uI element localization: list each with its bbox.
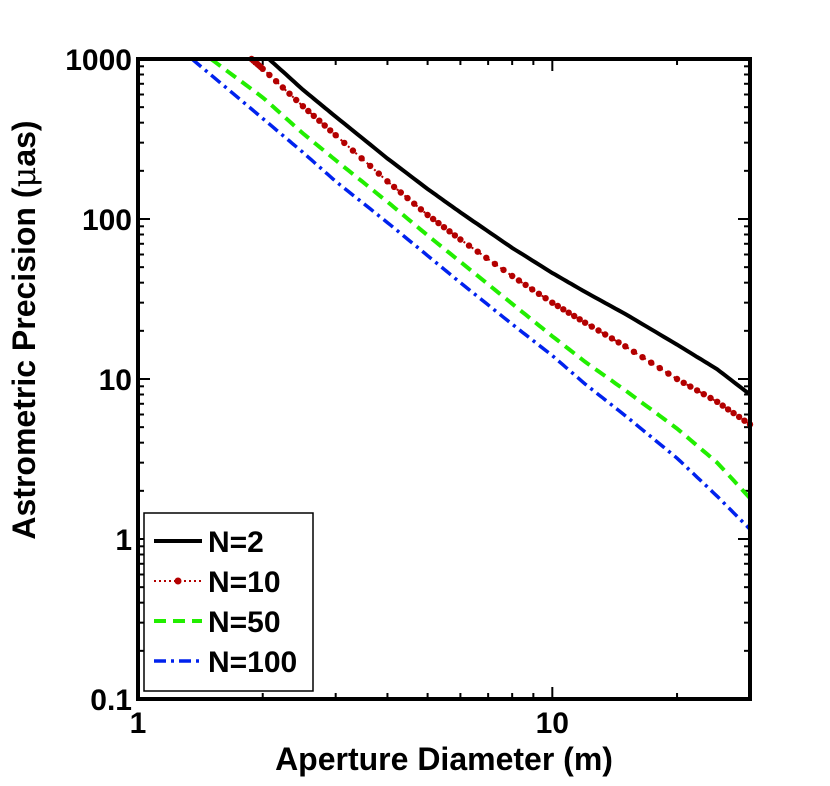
series-line-n-50 xyxy=(209,57,752,500)
data-point xyxy=(465,242,473,249)
y-axis-title: Astrometric Precision (μas) xyxy=(5,120,43,539)
data-point xyxy=(332,132,339,139)
data-point xyxy=(542,295,549,302)
data-point xyxy=(608,335,616,342)
data-point xyxy=(272,78,280,85)
y-tick-label: 0.1 xyxy=(90,684,132,717)
legend: N=2 N=10 N=50 N=100 xyxy=(143,512,314,692)
data-point xyxy=(509,272,516,280)
data-point xyxy=(565,309,572,316)
data-point xyxy=(327,127,334,134)
y-tick-label: 100 xyxy=(82,204,132,237)
data-point xyxy=(693,387,701,394)
data-point xyxy=(554,302,561,310)
data-point xyxy=(581,319,589,326)
data-point xyxy=(735,413,743,421)
data-point xyxy=(417,206,425,213)
data-point xyxy=(719,402,726,409)
legend-label: N=100 xyxy=(208,646,297,679)
series-line-n-2 xyxy=(267,57,752,397)
legend-label: N=10 xyxy=(208,566,281,599)
data-point xyxy=(390,183,398,191)
data-point xyxy=(259,65,266,73)
data-point xyxy=(687,383,694,390)
data-point xyxy=(615,339,622,346)
data-point xyxy=(648,359,655,366)
data-point xyxy=(500,266,507,274)
data-point xyxy=(515,277,523,284)
y-axis-title-mu: μ xyxy=(5,167,43,188)
data-point xyxy=(429,215,437,223)
data-point xyxy=(457,236,464,243)
data-point xyxy=(602,331,609,338)
data-point xyxy=(286,90,293,97)
data-point xyxy=(707,394,714,402)
data-point xyxy=(397,189,404,196)
data-point xyxy=(535,290,543,297)
data-point xyxy=(588,323,595,330)
y-tick-label: 1000 xyxy=(65,44,132,77)
data-point xyxy=(358,155,365,162)
data-point xyxy=(440,224,448,231)
data-point xyxy=(451,232,459,239)
data-point xyxy=(321,122,328,129)
data-point xyxy=(700,391,707,398)
y-axis-title-prefix: Astrometric Precision ( xyxy=(6,187,42,539)
data-point xyxy=(622,343,629,350)
data-point xyxy=(266,71,273,79)
data-point xyxy=(305,107,312,115)
legend-label: N=50 xyxy=(208,606,281,639)
data-point xyxy=(741,417,748,424)
data-point xyxy=(424,211,431,219)
data-point xyxy=(571,312,578,320)
data-point xyxy=(279,84,286,91)
data-point xyxy=(367,162,374,170)
data-point xyxy=(310,112,317,120)
y-tick-label: 1 xyxy=(115,524,132,557)
data-point xyxy=(483,254,490,261)
data-point xyxy=(411,200,418,207)
data-point xyxy=(714,398,721,405)
data-point xyxy=(299,103,307,110)
data-point xyxy=(639,354,646,361)
data-point xyxy=(522,281,529,289)
data-point xyxy=(595,327,602,334)
data-point xyxy=(474,248,481,255)
x-tick-label: 10 xyxy=(536,707,569,740)
series-layer xyxy=(190,55,754,531)
data-point xyxy=(404,194,411,202)
y-tick-label: 10 xyxy=(99,364,132,397)
data-point xyxy=(680,379,687,386)
data-point xyxy=(730,409,737,417)
legend-marker xyxy=(174,577,182,585)
series-line-n-100 xyxy=(190,57,752,531)
data-point xyxy=(665,370,672,377)
series-markers-n-10 xyxy=(248,55,754,428)
data-point xyxy=(549,299,556,306)
data-point xyxy=(341,139,348,147)
data-point xyxy=(491,260,499,268)
y-axis-title-suffix: as) xyxy=(6,120,42,166)
data-point xyxy=(349,147,357,154)
data-point xyxy=(576,316,583,323)
data-point xyxy=(673,375,681,383)
data-point xyxy=(724,406,732,413)
data-point xyxy=(435,219,442,227)
data-point xyxy=(446,228,453,235)
data-point xyxy=(384,178,391,185)
data-point xyxy=(316,117,323,124)
legend-label: N=2 xyxy=(208,526,264,559)
data-point xyxy=(293,96,300,104)
data-point xyxy=(656,364,663,372)
data-point xyxy=(560,306,567,313)
data-point xyxy=(529,286,536,293)
plot-area-frame xyxy=(136,57,752,701)
data-point xyxy=(630,348,638,355)
x-axis-title: Aperture Diameter (m) xyxy=(275,741,613,777)
x-tick-label: 1 xyxy=(130,707,147,740)
data-point xyxy=(375,170,382,177)
